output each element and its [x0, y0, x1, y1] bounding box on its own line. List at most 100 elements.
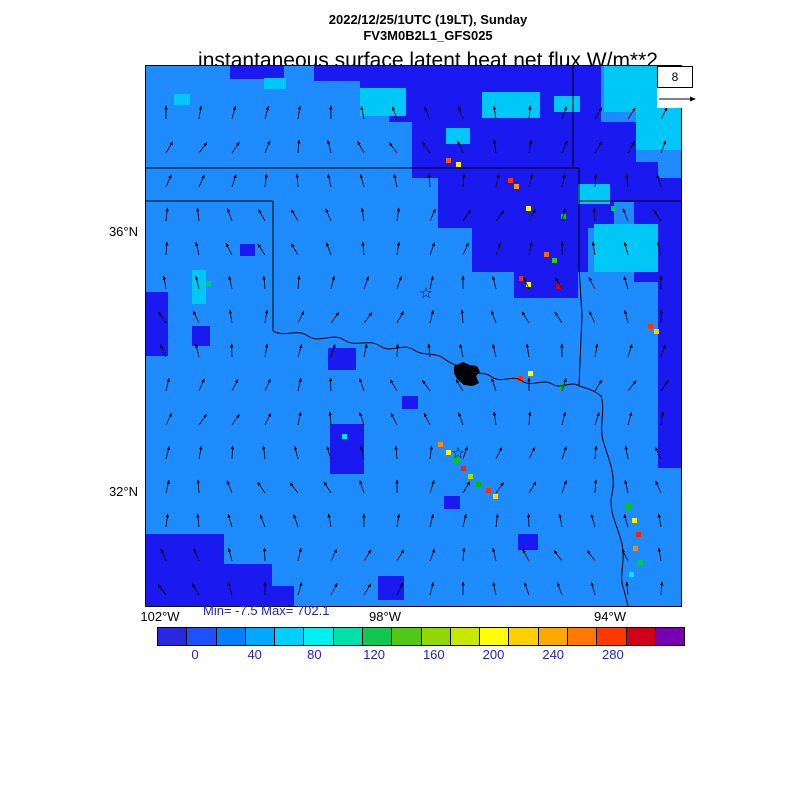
- high-flux-speck: [493, 494, 498, 499]
- wind-arrow: [422, 141, 431, 154]
- high-flux-speck: [636, 532, 641, 537]
- wind-arrow: [165, 513, 169, 528]
- wind-arrow: [198, 105, 203, 120]
- wind-arrow: [591, 241, 596, 256]
- wind-arrow: [326, 445, 332, 460]
- colorbar-tick-labels: 0 40 80 120 160 200 240 280: [157, 647, 683, 663]
- wind-arrow: [462, 242, 469, 256]
- wind-arrow: [264, 343, 269, 358]
- wind-arrow: [493, 411, 497, 426]
- wind-arrow: [592, 207, 596, 222]
- wind-arrow: [427, 173, 431, 188]
- wind-arrow: [561, 106, 567, 120]
- high-flux-speck: [461, 466, 466, 471]
- colorbar-tick: 160: [422, 647, 445, 662]
- lake-shape: [454, 362, 480, 386]
- wind-arrow: [165, 412, 172, 426]
- wind-arrow: [198, 142, 208, 154]
- wind-arrow: [389, 379, 398, 392]
- wind-arrow: [462, 513, 467, 528]
- high-flux-speck: [654, 329, 659, 334]
- city-star-markers: ☆☆: [419, 285, 464, 462]
- wind-arrow: [422, 379, 431, 392]
- wind-arrow: [554, 311, 563, 324]
- reference-vector-box: 8: [657, 66, 696, 108]
- wind-arrow: [195, 241, 200, 256]
- star-marker: ☆: [451, 445, 464, 462]
- colorbar-segment: [421, 628, 451, 645]
- colorbar-segment: [304, 628, 334, 645]
- wind-arrow: [396, 582, 404, 596]
- wind-arrow: [158, 311, 167, 324]
- wind-arrow: [231, 173, 237, 188]
- wind-arrow: [495, 513, 499, 528]
- wind-arrow: [359, 173, 365, 188]
- wind-arrow: [195, 343, 200, 358]
- wind-arrow: [561, 377, 567, 392]
- wind-arrow: [227, 547, 233, 562]
- wind-arrow: [429, 581, 435, 596]
- high-flux-speck: [638, 560, 643, 565]
- wind-arrow: [390, 412, 398, 426]
- wind-arrow: [653, 209, 662, 222]
- wind-arrow: [588, 276, 596, 290]
- high-flux-speck: [552, 258, 557, 263]
- wind-arrow: [360, 207, 365, 222]
- wind-arrow: [594, 343, 599, 358]
- wind-arrow: [624, 309, 629, 324]
- wind-arrow: [594, 141, 602, 154]
- wind-arrow: [495, 210, 505, 222]
- wind-arrow: [624, 479, 629, 494]
- lon-tick-label: 94°W: [594, 609, 626, 624]
- wind-arrow: [359, 378, 365, 392]
- wind-arrow: [231, 413, 240, 426]
- boundary-line: [578, 385, 629, 606]
- wind-arrow: [660, 140, 666, 154]
- wind-arrow: [295, 173, 299, 188]
- wind-arrow: [165, 207, 169, 222]
- high-flux-speck: [632, 518, 637, 523]
- wind-arrow: [561, 140, 568, 154]
- wind-arrow: [165, 241, 169, 256]
- wind-arrow: [627, 411, 633, 426]
- field-patch: [482, 92, 540, 118]
- wind-arrow: [363, 312, 373, 324]
- wind-arrow: [458, 106, 464, 120]
- wind-arrow: [525, 343, 530, 358]
- wind-arrow: [462, 481, 471, 494]
- wind-arrow: [427, 343, 431, 358]
- wind-arrow: [521, 311, 530, 324]
- wind-arrow: [594, 411, 600, 426]
- wind-arrow: [165, 479, 170, 494]
- wind-arrow: [528, 411, 532, 426]
- high-flux-speck: [611, 206, 616, 211]
- wind-arrow: [165, 377, 170, 392]
- wind-arrow: [330, 311, 340, 324]
- field-patch: [514, 272, 578, 298]
- high-flux-speck: [626, 504, 631, 509]
- wind-arrow: [627, 380, 637, 392]
- high-flux-speck: [438, 442, 443, 447]
- high-flux-speck: [476, 482, 481, 487]
- lat-tick-label: 36°N: [108, 224, 138, 239]
- wind-arrow: [327, 173, 332, 188]
- wind-arrow: [462, 209, 471, 222]
- field-patch: [146, 292, 168, 356]
- wind-arrow: [423, 412, 431, 426]
- colorbar-segment: [333, 628, 363, 645]
- field-patch: [328, 348, 356, 370]
- high-flux-speck: [508, 178, 513, 183]
- wind-arrow: [191, 583, 200, 596]
- wind-arrow: [297, 343, 303, 358]
- colorbar-segment: [245, 628, 276, 645]
- min-max-stats: Min= -7.5 Max= 702.1: [203, 603, 330, 618]
- wind-arrow: [359, 412, 365, 426]
- wind-arrow: [157, 584, 167, 596]
- wind-arrow: [660, 106, 668, 120]
- wind-arrow: [424, 106, 431, 120]
- wind-arrow: [528, 446, 536, 460]
- wind-arrow: [495, 481, 504, 494]
- wind-arrow: [429, 309, 434, 324]
- wind-arrow: [297, 275, 301, 290]
- wind-arrow: [227, 208, 233, 222]
